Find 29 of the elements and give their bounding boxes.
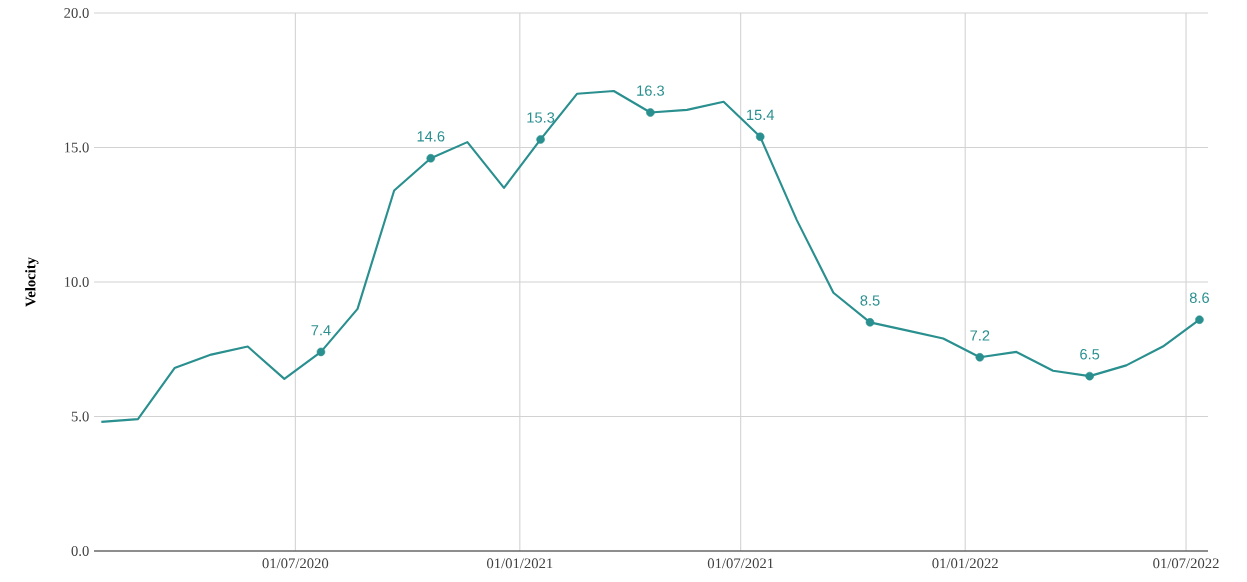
- point: [755, 132, 765, 142]
- data-label: 16.3: [637, 85, 665, 96]
- point: [975, 353, 985, 362]
- x-tick-label: 01/07/2020: [262, 558, 329, 569]
- point: [536, 135, 545, 144]
- data-label: 6.5: [1080, 349, 1100, 360]
- y-tick-label: 10.0: [64, 277, 89, 287]
- point: [865, 318, 875, 327]
- point: [646, 108, 655, 117]
- y-tick-label: 20.0: [64, 8, 89, 18]
- y-tick-label: 0.0: [71, 546, 89, 556]
- x-tick-label: 01/07/2021: [707, 558, 774, 569]
- data-label: 8.6: [1189, 292, 1209, 303]
- y-axis-title: Velocity: [25, 257, 39, 307]
- data-label: 14.6: [417, 131, 445, 142]
- y-tick-label: 5.0: [71, 411, 89, 422]
- x-tick-label: 01/07/2022: [1153, 558, 1219, 569]
- y-tick-label: 15.0: [64, 142, 89, 153]
- data-label: 15.4: [747, 109, 775, 121]
- point: [426, 153, 436, 163]
- x-tick-label: 01/01/2022: [932, 558, 998, 569]
- point: [1195, 315, 1204, 324]
- data-label: 8.5: [860, 295, 880, 306]
- point: [316, 347, 326, 357]
- point: [1085, 371, 1094, 381]
- data-label: 7.4: [311, 325, 331, 336]
- x-tick-label: 01/01/2021: [487, 558, 553, 569]
- data-label: 15.3: [527, 112, 555, 123]
- data-label: 7.2: [970, 330, 990, 341]
